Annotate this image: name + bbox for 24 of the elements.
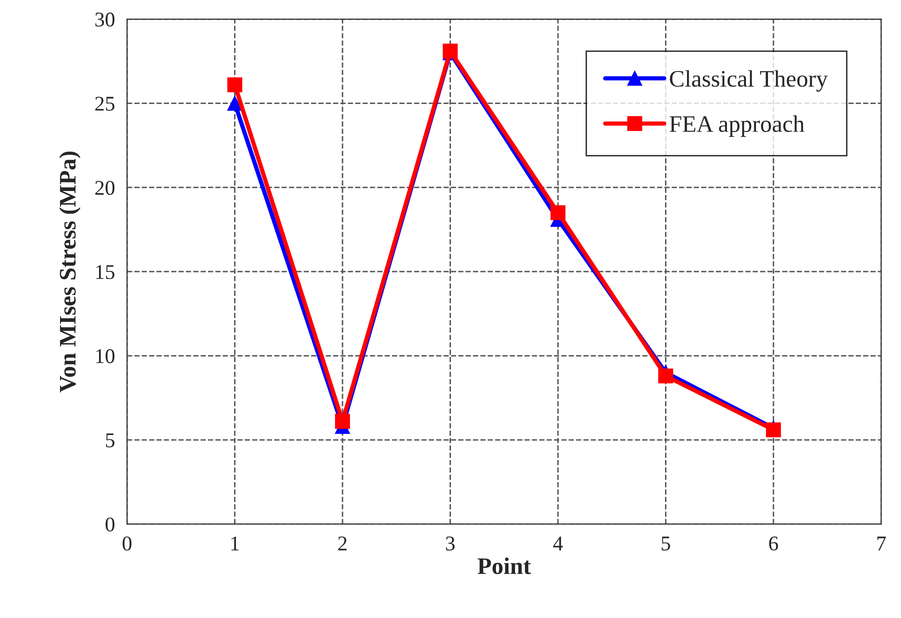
point bbox=[227, 96, 242, 111]
x-tick-label: 5 bbox=[662, 536, 670, 551]
x-tick-label: 4 bbox=[553, 536, 563, 550]
x-axis-title: Point bbox=[478, 558, 531, 574]
legend-label: Classical Theory bbox=[670, 70, 828, 92]
legend-label: FEA approach bbox=[670, 115, 804, 137]
x-tick-label: 7 bbox=[877, 536, 886, 550]
y-tick-label: 30 bbox=[95, 12, 114, 27]
y-axis-title: Von MIses Stress (MPa) bbox=[59, 152, 81, 392]
x-tick-label: 3 bbox=[446, 536, 455, 551]
point bbox=[550, 205, 566, 220]
x-tick-label: 0 bbox=[122, 536, 132, 551]
point bbox=[658, 368, 674, 384]
x-tick-label: 6 bbox=[769, 536, 778, 551]
point bbox=[335, 414, 350, 429]
y-tick-label: 0 bbox=[106, 517, 114, 532]
y-tick-label: 20 bbox=[95, 180, 114, 195]
point bbox=[227, 77, 242, 92]
y-tick-label: 15 bbox=[96, 265, 114, 280]
x-tick-label: 2 bbox=[338, 536, 347, 550]
y-tick-label: 10 bbox=[96, 349, 114, 364]
y-tick-label: 5 bbox=[106, 434, 114, 448]
y-tick-label: 25 bbox=[95, 96, 114, 111]
x-tick-label: 1 bbox=[231, 536, 239, 550]
